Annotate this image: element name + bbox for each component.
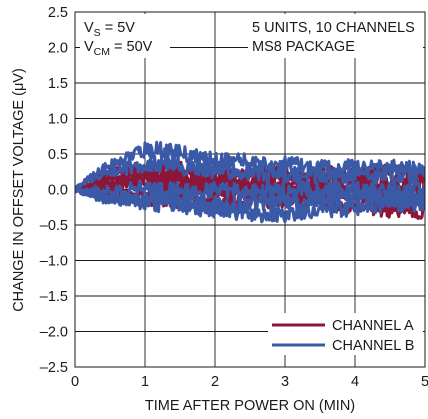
y-tick-label: 0.5: [48, 147, 68, 163]
legend-label-channel-a: CHANNEL A: [332, 318, 414, 334]
tick-labels: 0 1 2 3 4 5 2.5 2.0 1.5 1.0 0.5 0.0 –0.5 –1.0 –1.5 –2.0…: [40, 5, 428, 390]
legend-bg: [268, 313, 423, 355]
annotation-vcm: VCM = 50V: [84, 39, 153, 58]
y-tick-label: 1.0: [48, 112, 68, 128]
y-tick-label: 2.0: [48, 41, 68, 57]
series-line-channel-b: [75, 179, 425, 201]
y-tick-label: –1.5: [40, 289, 68, 305]
annotation-vs-bg: [80, 14, 170, 58]
x-tick-label: 4: [351, 374, 359, 390]
x-tick-label: 1: [141, 374, 149, 390]
x-tick-label: 0: [71, 374, 79, 390]
y-tick-label: –2.0: [40, 325, 68, 341]
series-line-channel-b: [75, 187, 425, 224]
series-layer: [75, 140, 425, 224]
annotation-units-line2: MS8 PACKAGE: [252, 39, 355, 55]
y-tick-label: 1.5: [48, 76, 68, 92]
annotation-units-line1: 5 UNITS, 10 CHANNELS: [252, 20, 415, 36]
y-tick-label: –2.5: [40, 360, 68, 376]
x-tick-label: 5: [421, 374, 428, 390]
x-tick-label: 2: [211, 374, 219, 390]
y-tick-label: 2.5: [48, 5, 68, 21]
x-axis-title: TIME AFTER POWER ON (MIN): [145, 398, 355, 414]
annotation-units-bg: [248, 14, 423, 58]
annotation-vs: VS = 5V: [84, 20, 135, 39]
y-axis-title: CHANGE IN OFFSET VOLTAGE (μV): [11, 68, 27, 312]
y-tick-label: 0.0: [48, 183, 68, 199]
x-tick-label: 3: [281, 374, 289, 390]
y-tick-label: –0.5: [40, 218, 68, 234]
plot-frame: [74, 11, 426, 368]
series-line-channel-b: [75, 155, 425, 193]
y-tick-label: –1.0: [40, 254, 68, 270]
legend-label-channel-b: CHANNEL B: [332, 338, 414, 354]
